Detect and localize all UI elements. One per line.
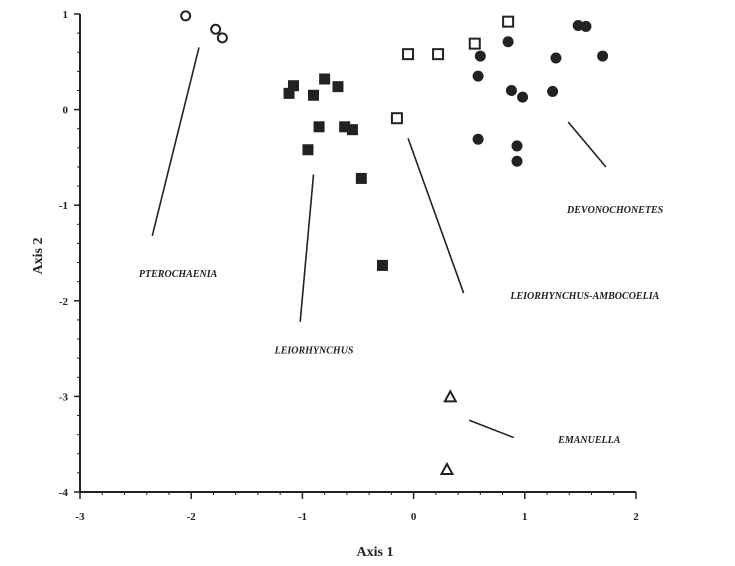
point-leiorhynchus-ambocoelia	[502, 15, 515, 28]
data-points	[180, 10, 609, 476]
point-leiorhynchus-ambocoelia	[402, 48, 415, 61]
y-tick-label: -1	[59, 200, 68, 212]
x-tick-label: 2	[633, 511, 639, 523]
point-devonochonetes	[474, 50, 486, 62]
point-leiorhynchus	[302, 144, 314, 156]
leader-line-devonochonetes	[567, 121, 607, 168]
x-tick-label: 1	[522, 511, 528, 523]
x-tick-label: -3	[75, 511, 85, 523]
y-axis-title: Axis 2	[31, 238, 46, 275]
point-emanuella	[443, 389, 458, 403]
point-devonochonetes	[550, 52, 562, 64]
point-devonochonetes	[547, 85, 559, 97]
point-leiorhynchus	[313, 121, 325, 133]
point-pterochaenia	[216, 32, 228, 44]
leader-line-emanuella	[468, 419, 514, 439]
y-tick-label: 0	[63, 105, 69, 117]
point-devonochonetes	[505, 84, 517, 96]
x-ticks: -3 -2 -1 0 1 2	[75, 492, 639, 523]
point-leiorhynchus	[308, 89, 320, 101]
group-label-devonochonetes: DEVONOCHONETES	[566, 205, 664, 216]
point-emanuella	[439, 461, 455, 476]
point-leiorhynchus-ambocoelia	[432, 48, 445, 61]
point-leiorhynchus	[339, 121, 351, 133]
point-leiorhynchus	[376, 259, 388, 271]
point-devonochonetes	[502, 36, 514, 48]
point-leiorhynchus	[346, 124, 358, 136]
leader-line-pterochaenia	[151, 47, 200, 236]
y-tick-label: -4	[59, 487, 69, 499]
point-devonochonetes	[511, 140, 523, 152]
point-leiorhynchus	[319, 73, 331, 85]
point-leiorhynchus	[283, 87, 295, 99]
axes	[79, 14, 636, 493]
group-label-emanuella: EMANUELLA	[557, 435, 621, 446]
point-devonochonetes	[517, 91, 529, 103]
point-leiorhynchus	[332, 81, 344, 93]
point-devonochonetes	[511, 155, 523, 167]
point-pterochaenia	[210, 23, 222, 35]
x-tick-label: -2	[187, 511, 197, 523]
x-tick-label: -1	[298, 511, 307, 523]
point-leiorhynchus-ambocoelia	[468, 37, 481, 50]
x-axis-title: Axis 1	[357, 545, 394, 560]
y-tick-label: -3	[59, 391, 69, 403]
point-leiorhynchus-ambocoelia	[390, 112, 403, 125]
group-label-leiorhynchus-ambocoelia: LEIORHYNCHUS-AMBOCOELIA	[509, 291, 659, 302]
point-devonochonetes	[472, 133, 484, 145]
y-tick-label: 1	[63, 9, 69, 21]
point-pterochaenia	[180, 10, 192, 22]
group-label-pterochaenia: PTEROCHAENIA	[139, 269, 218, 280]
point-devonochonetes	[597, 50, 609, 62]
y-tick-label: -2	[59, 296, 69, 308]
x-tick-label: 0	[411, 511, 417, 523]
leader-lines	[151, 47, 607, 439]
group-label-leiorhynchus: LEIORHYNCHUS	[274, 345, 354, 356]
point-leiorhynchus	[355, 172, 367, 184]
leader-line-leiorhynchus	[299, 174, 315, 322]
y-ticks: 1 0 -1 -2 -3 -4	[59, 9, 80, 499]
point-leiorhynchus	[288, 80, 300, 92]
leader-line-leiorhynchus-ambocoelia	[407, 138, 465, 294]
group-labels: PTEROCHAENIA LEIORHYNCHUS LEIORHYNCHUS-AMB…	[139, 205, 664, 446]
point-devonochonetes	[472, 70, 484, 82]
point-devonochonetes	[580, 20, 592, 32]
